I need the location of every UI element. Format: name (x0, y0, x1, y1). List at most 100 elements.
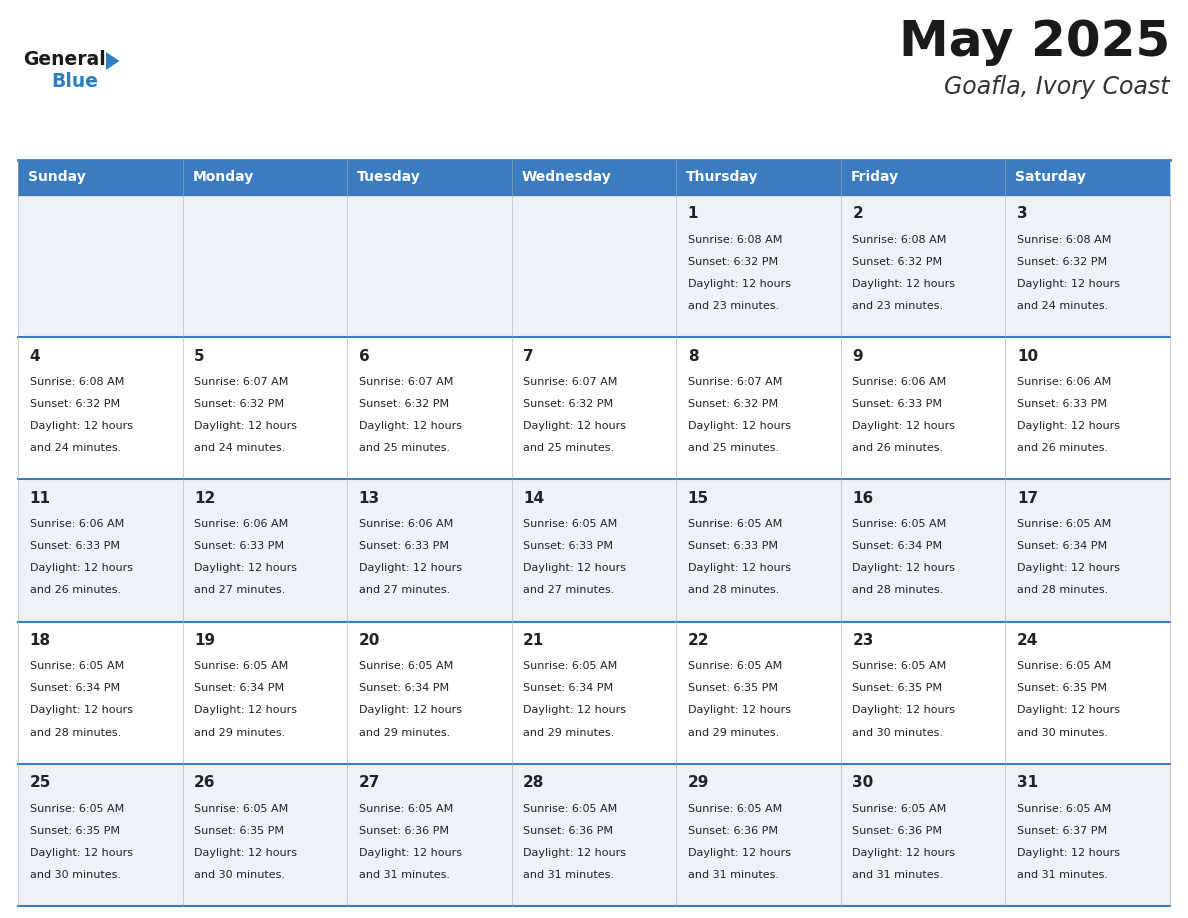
Text: and 31 minutes.: and 31 minutes. (852, 869, 943, 879)
Text: Sunset: 6:35 PM: Sunset: 6:35 PM (194, 825, 284, 835)
Text: Daylight: 12 hours: Daylight: 12 hours (1017, 564, 1120, 574)
Text: Sunset: 6:34 PM: Sunset: 6:34 PM (30, 684, 120, 693)
Text: and 26 minutes.: and 26 minutes. (852, 443, 943, 453)
Bar (1005, 479, 1170, 621)
Text: Sunset: 6:36 PM: Sunset: 6:36 PM (852, 825, 942, 835)
Bar (183, 764, 347, 906)
Text: Sunset: 6:35 PM: Sunset: 6:35 PM (852, 684, 942, 693)
Text: Sunrise: 6:07 AM: Sunrise: 6:07 AM (523, 377, 618, 387)
Text: 18: 18 (30, 633, 51, 648)
Text: Daylight: 12 hours: Daylight: 12 hours (688, 847, 791, 857)
Text: Sunrise: 6:08 AM: Sunrise: 6:08 AM (852, 235, 947, 245)
Text: Sunset: 6:32 PM: Sunset: 6:32 PM (30, 399, 120, 409)
Text: Sunrise: 6:05 AM: Sunrise: 6:05 AM (1017, 803, 1111, 813)
Text: 16: 16 (852, 491, 873, 506)
Text: Sunset: 6:32 PM: Sunset: 6:32 PM (523, 399, 613, 409)
Text: and 25 minutes.: and 25 minutes. (688, 443, 779, 453)
Text: Daylight: 12 hours: Daylight: 12 hours (30, 847, 133, 857)
Text: 7: 7 (523, 349, 533, 364)
Text: Sunrise: 6:05 AM: Sunrise: 6:05 AM (1017, 520, 1111, 529)
Text: 17: 17 (1017, 491, 1038, 506)
Text: Daylight: 12 hours: Daylight: 12 hours (852, 847, 955, 857)
Bar (841, 195, 1005, 337)
Bar (347, 621, 512, 764)
Bar (512, 764, 676, 906)
Bar (676, 195, 841, 337)
Text: and 27 minutes.: and 27 minutes. (194, 586, 285, 596)
Text: 21: 21 (523, 633, 544, 648)
Text: and 28 minutes.: and 28 minutes. (30, 728, 121, 737)
Bar (512, 479, 676, 621)
Text: Daylight: 12 hours: Daylight: 12 hours (688, 706, 791, 715)
Bar (676, 337, 841, 479)
Text: Sunrise: 6:05 AM: Sunrise: 6:05 AM (523, 520, 618, 529)
Bar (1005, 621, 1170, 764)
Text: Daylight: 12 hours: Daylight: 12 hours (194, 421, 297, 431)
Text: Blue: Blue (51, 72, 97, 91)
Text: Sunset: 6:33 PM: Sunset: 6:33 PM (1017, 399, 1107, 409)
Text: Sunset: 6:34 PM: Sunset: 6:34 PM (359, 684, 449, 693)
Text: Sunrise: 6:05 AM: Sunrise: 6:05 AM (194, 803, 289, 813)
Text: and 29 minutes.: and 29 minutes. (523, 728, 614, 737)
Bar (18, 621, 183, 764)
Text: Sunset: 6:37 PM: Sunset: 6:37 PM (1017, 825, 1107, 835)
Text: Daylight: 12 hours: Daylight: 12 hours (852, 564, 955, 574)
Text: Sunrise: 6:05 AM: Sunrise: 6:05 AM (359, 661, 453, 671)
Bar (676, 479, 841, 621)
Text: Sunrise: 6:06 AM: Sunrise: 6:06 AM (359, 520, 453, 529)
Text: Monday: Monday (192, 171, 254, 185)
Text: and 28 minutes.: and 28 minutes. (1017, 586, 1108, 596)
Text: Daylight: 12 hours: Daylight: 12 hours (852, 706, 955, 715)
Bar (18, 337, 183, 479)
Text: and 23 minutes.: and 23 minutes. (688, 301, 779, 311)
Text: 8: 8 (688, 349, 699, 364)
Text: 5: 5 (194, 349, 204, 364)
Text: 28: 28 (523, 775, 544, 790)
Bar (347, 195, 512, 337)
Text: Sunrise: 6:08 AM: Sunrise: 6:08 AM (30, 377, 124, 387)
Bar (347, 160, 512, 195)
Text: Sunrise: 6:05 AM: Sunrise: 6:05 AM (852, 661, 947, 671)
Text: Sunset: 6:33 PM: Sunset: 6:33 PM (688, 542, 778, 551)
Text: Sunrise: 6:06 AM: Sunrise: 6:06 AM (194, 520, 289, 529)
Text: Sunset: 6:33 PM: Sunset: 6:33 PM (359, 542, 449, 551)
Text: Daylight: 12 hours: Daylight: 12 hours (523, 847, 626, 857)
Bar (18, 764, 183, 906)
Text: Sunset: 6:34 PM: Sunset: 6:34 PM (523, 684, 613, 693)
Text: 26: 26 (194, 775, 215, 790)
Text: Sunset: 6:36 PM: Sunset: 6:36 PM (688, 825, 778, 835)
Text: Sunrise: 6:07 AM: Sunrise: 6:07 AM (194, 377, 289, 387)
Text: and 27 minutes.: and 27 minutes. (523, 586, 614, 596)
Bar (183, 195, 347, 337)
Text: Tuesday: Tuesday (358, 171, 421, 185)
Text: Daylight: 12 hours: Daylight: 12 hours (30, 706, 133, 715)
Text: Sunrise: 6:08 AM: Sunrise: 6:08 AM (688, 235, 782, 245)
Bar (841, 621, 1005, 764)
Text: Daylight: 12 hours: Daylight: 12 hours (852, 421, 955, 431)
Text: Sunrise: 6:05 AM: Sunrise: 6:05 AM (194, 661, 289, 671)
Text: 10: 10 (1017, 349, 1038, 364)
Bar (676, 764, 841, 906)
Text: and 28 minutes.: and 28 minutes. (852, 586, 943, 596)
Text: Sunset: 6:33 PM: Sunset: 6:33 PM (852, 399, 942, 409)
Text: 29: 29 (688, 775, 709, 790)
Bar (183, 160, 347, 195)
Text: Sunrise: 6:05 AM: Sunrise: 6:05 AM (688, 803, 782, 813)
Text: Daylight: 12 hours: Daylight: 12 hours (359, 706, 462, 715)
Text: Friday: Friday (851, 171, 899, 185)
Text: Sunset: 6:35 PM: Sunset: 6:35 PM (1017, 684, 1107, 693)
Text: Thursday: Thursday (687, 171, 759, 185)
Text: Sunrise: 6:07 AM: Sunrise: 6:07 AM (359, 377, 453, 387)
Text: and 31 minutes.: and 31 minutes. (688, 869, 779, 879)
Text: Sunset: 6:35 PM: Sunset: 6:35 PM (30, 825, 120, 835)
Text: Daylight: 12 hours: Daylight: 12 hours (1017, 279, 1120, 289)
Text: Sunrise: 6:05 AM: Sunrise: 6:05 AM (30, 661, 124, 671)
Text: Daylight: 12 hours: Daylight: 12 hours (688, 279, 791, 289)
Text: and 26 minutes.: and 26 minutes. (1017, 443, 1108, 453)
Text: 11: 11 (30, 491, 51, 506)
Text: Sunrise: 6:06 AM: Sunrise: 6:06 AM (852, 377, 947, 387)
Text: 6: 6 (359, 349, 369, 364)
Text: Sunset: 6:35 PM: Sunset: 6:35 PM (688, 684, 778, 693)
Text: Sunset: 6:32 PM: Sunset: 6:32 PM (852, 257, 942, 267)
Text: Sunset: 6:36 PM: Sunset: 6:36 PM (523, 825, 613, 835)
